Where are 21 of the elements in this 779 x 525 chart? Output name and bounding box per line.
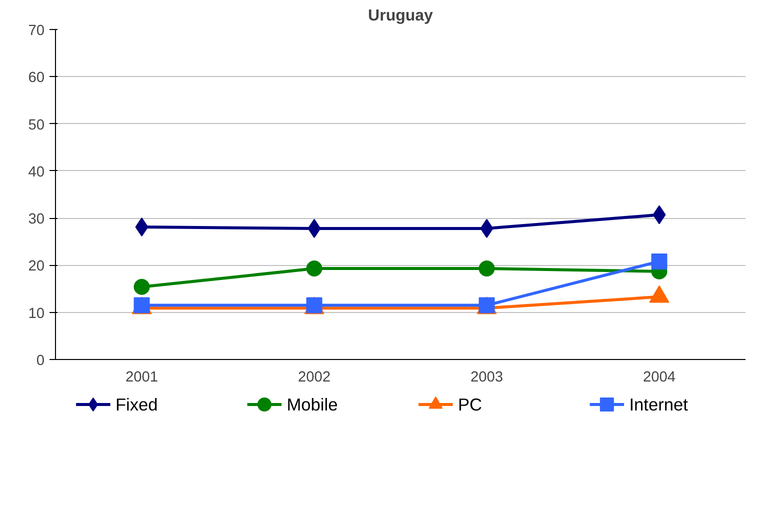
x-tick-label: 2002 — [298, 370, 331, 386]
y-tick-label: 0 — [36, 353, 45, 369]
x-tick-label: 2001 — [125, 370, 158, 386]
y-tick-label: 30 — [28, 212, 45, 228]
y-tick-label: 20 — [28, 258, 45, 275]
point — [134, 278, 150, 295]
legend-label: Internet — [629, 394, 688, 414]
point — [478, 260, 495, 276]
legend-label: PC — [458, 394, 482, 414]
y-tick-label: 50 — [28, 117, 45, 134]
legend-label: Fixed — [115, 394, 158, 414]
y-tick-label: 40 — [28, 164, 45, 180]
point — [651, 253, 668, 270]
x-tick-label: 2004 — [642, 370, 676, 386]
legend-label: Mobile — [286, 394, 338, 414]
x-tick-label: 2003 — [470, 370, 504, 386]
y-tick-label: 60 — [28, 70, 45, 86]
chart-title: Uruguay — [368, 8, 434, 24]
y-tick-label: 70 — [28, 23, 45, 39]
y-tick-label: 10 — [28, 306, 45, 322]
point — [306, 260, 322, 276]
